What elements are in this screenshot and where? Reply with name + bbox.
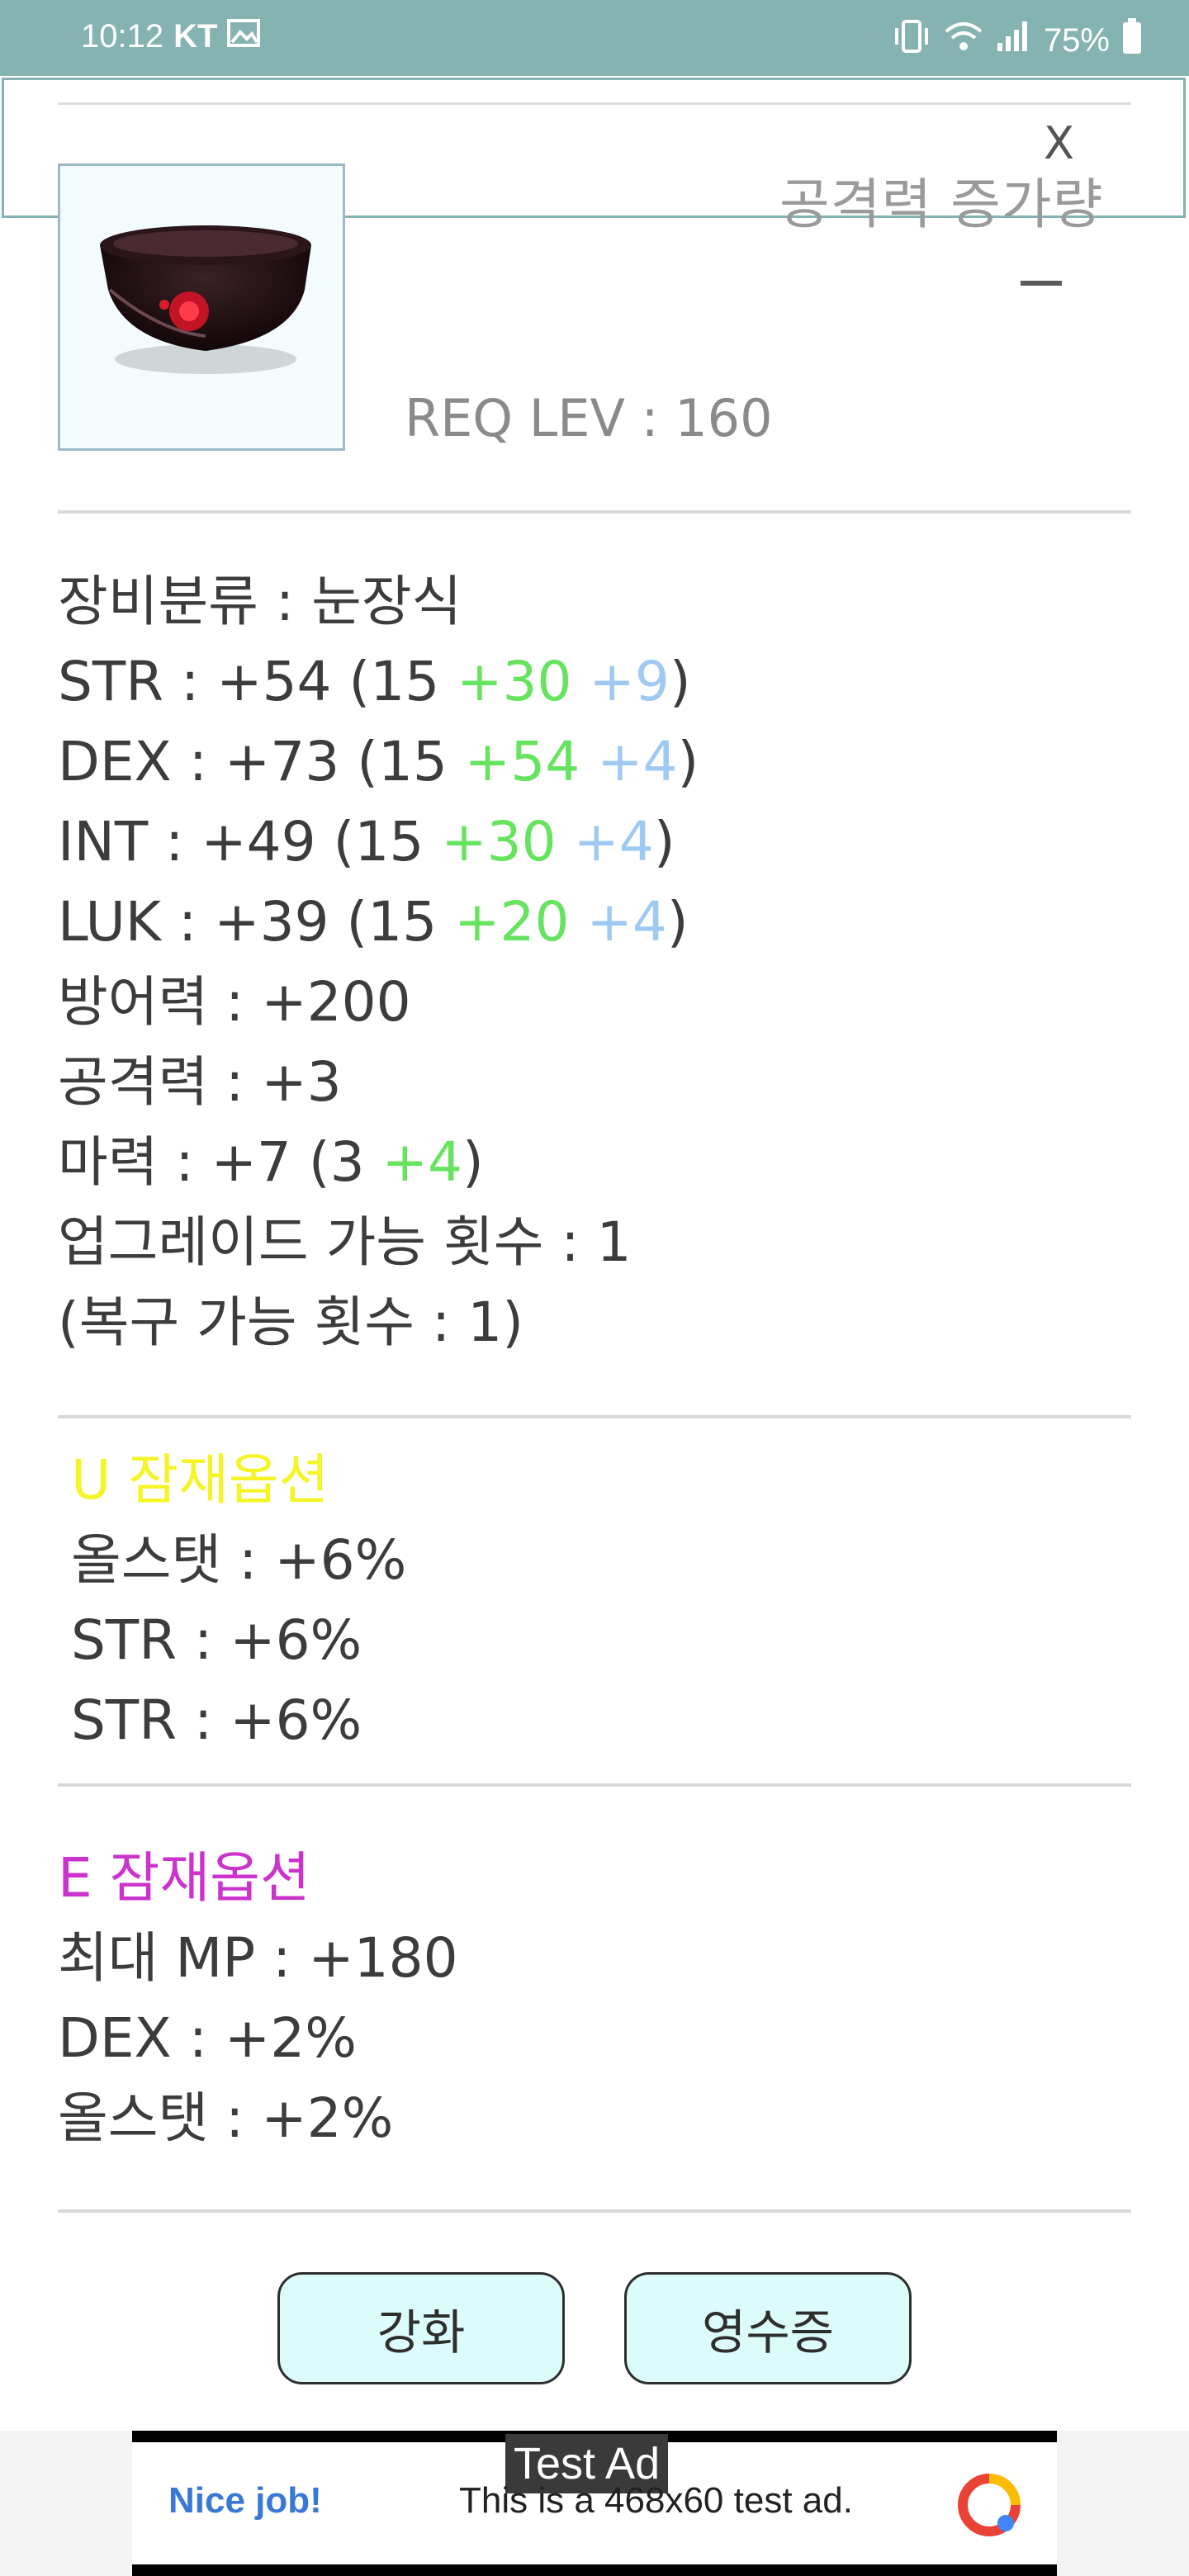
stat-str-blue: +9 [589,650,670,713]
stat-dex-green: +54 [464,730,580,793]
ad-badge: Test Ad [505,2434,669,2493]
potential-unique-title: U 잠재옵션 [71,1448,329,1512]
status-bar: 10:12 KT 75% [0,0,1189,76]
stat-dex-base: DEX : +73 (15 [58,730,465,793]
battery-percent: 75% [1043,21,1110,59]
stat-luk-green: +20 [454,890,570,954]
ad-logo-icon[interactable] [958,2474,1021,2540]
item-image-frame [58,163,345,451]
stat-recover: (복구 가능 횟수 : 1) [58,1290,523,1354]
required-level: REQ LEV : 160 [405,388,773,448]
enhance-button[interactable]: 강화 [277,2272,565,2384]
ad-headline[interactable]: Nice job! [168,2480,322,2521]
stat-int: INT : +49 (15 +30 +4) [58,810,675,874]
stat-luk-blue: +4 [586,890,667,954]
stat-str: STR : +54 (15 +30 +9) [58,650,691,713]
header-overlay [2,78,1186,218]
stat-magic-base: 마력 : +7 (3 [58,1130,382,1194]
potential-unique-line: STR : +6% [71,1688,362,1752]
status-time: 10:12 [81,18,164,54]
equip-category: 장비분류 : 눈장식 [58,570,462,633]
potential-epic-line: 최대 MP : +180 [58,1926,458,1990]
potential-epic-title: E 잠재옵션 [58,1846,310,1910]
divider-1 [58,510,1131,514]
stat-upgrades: 업그레이드 가능 횟수 : 1 [58,1210,632,1274]
stat-str-base: STR : +54 (15 [58,650,457,713]
stat-int-green: +30 [441,810,557,874]
stat-luk-base: LUK : +39 (15 [58,890,455,954]
stat-int-base: INT : +49 (15 [58,810,442,874]
battery-icon [1121,18,1143,63]
signal-icon [996,20,1032,61]
ad-body-text[interactable]: This is a 468x60 test ad. [459,2480,853,2521]
wifi-icon [943,20,984,61]
stat-dex-blue: +4 [597,730,678,793]
stat-defense: 방어력 : +200 [58,970,411,1034]
potential-epic-line: DEX : +2% [58,2006,357,2070]
stat-magic-green: +4 [381,1130,462,1194]
close-button[interactable]: X [1044,117,1074,169]
stat-str-green: +30 [457,650,572,713]
header-divider [58,102,1131,105]
potential-unique-line: STR : +6% [71,1608,362,1672]
minus-icon [1021,281,1062,286]
potential-epic: E 잠재옵션 최대 MP : +180 DEX : +2% 올스탯 : +2% [58,1838,458,2158]
gallery-icon [227,18,261,55]
stat-attack: 공격력 : +3 [58,1050,342,1114]
item-stats: 장비분류 : 눈장식 STR : +54 (15 +30 +9) DEX : +… [58,561,699,1362]
potential-epic-line: 올스탯 : +2% [58,2086,394,2150]
divider-3 [58,1783,1131,1787]
vibrate-icon [892,20,931,61]
divider-4 [58,2209,1131,2213]
stat-luk: LUK : +39 (15 +20 +4) [58,890,689,954]
stat-dex: DEX : +73 (15 +54 +4) [58,730,699,793]
potential-unique-line: 올스탯 : +6% [71,1528,407,1592]
divider-2 [58,1415,1131,1418]
stat-magic: 마력 : +7 (3 +4) [58,1130,484,1194]
receipt-button[interactable]: 영수증 [624,2272,912,2384]
attack-increase-label: 공격력 증가량 [779,173,1104,236]
eye-accessory-icon [100,225,311,374]
potential-unique: U 잠재옵션 올스탯 : +6% STR : +6% STR : +6% [71,1440,406,1760]
status-carrier: KT [173,18,218,54]
stat-int-blue: +4 [573,810,654,874]
